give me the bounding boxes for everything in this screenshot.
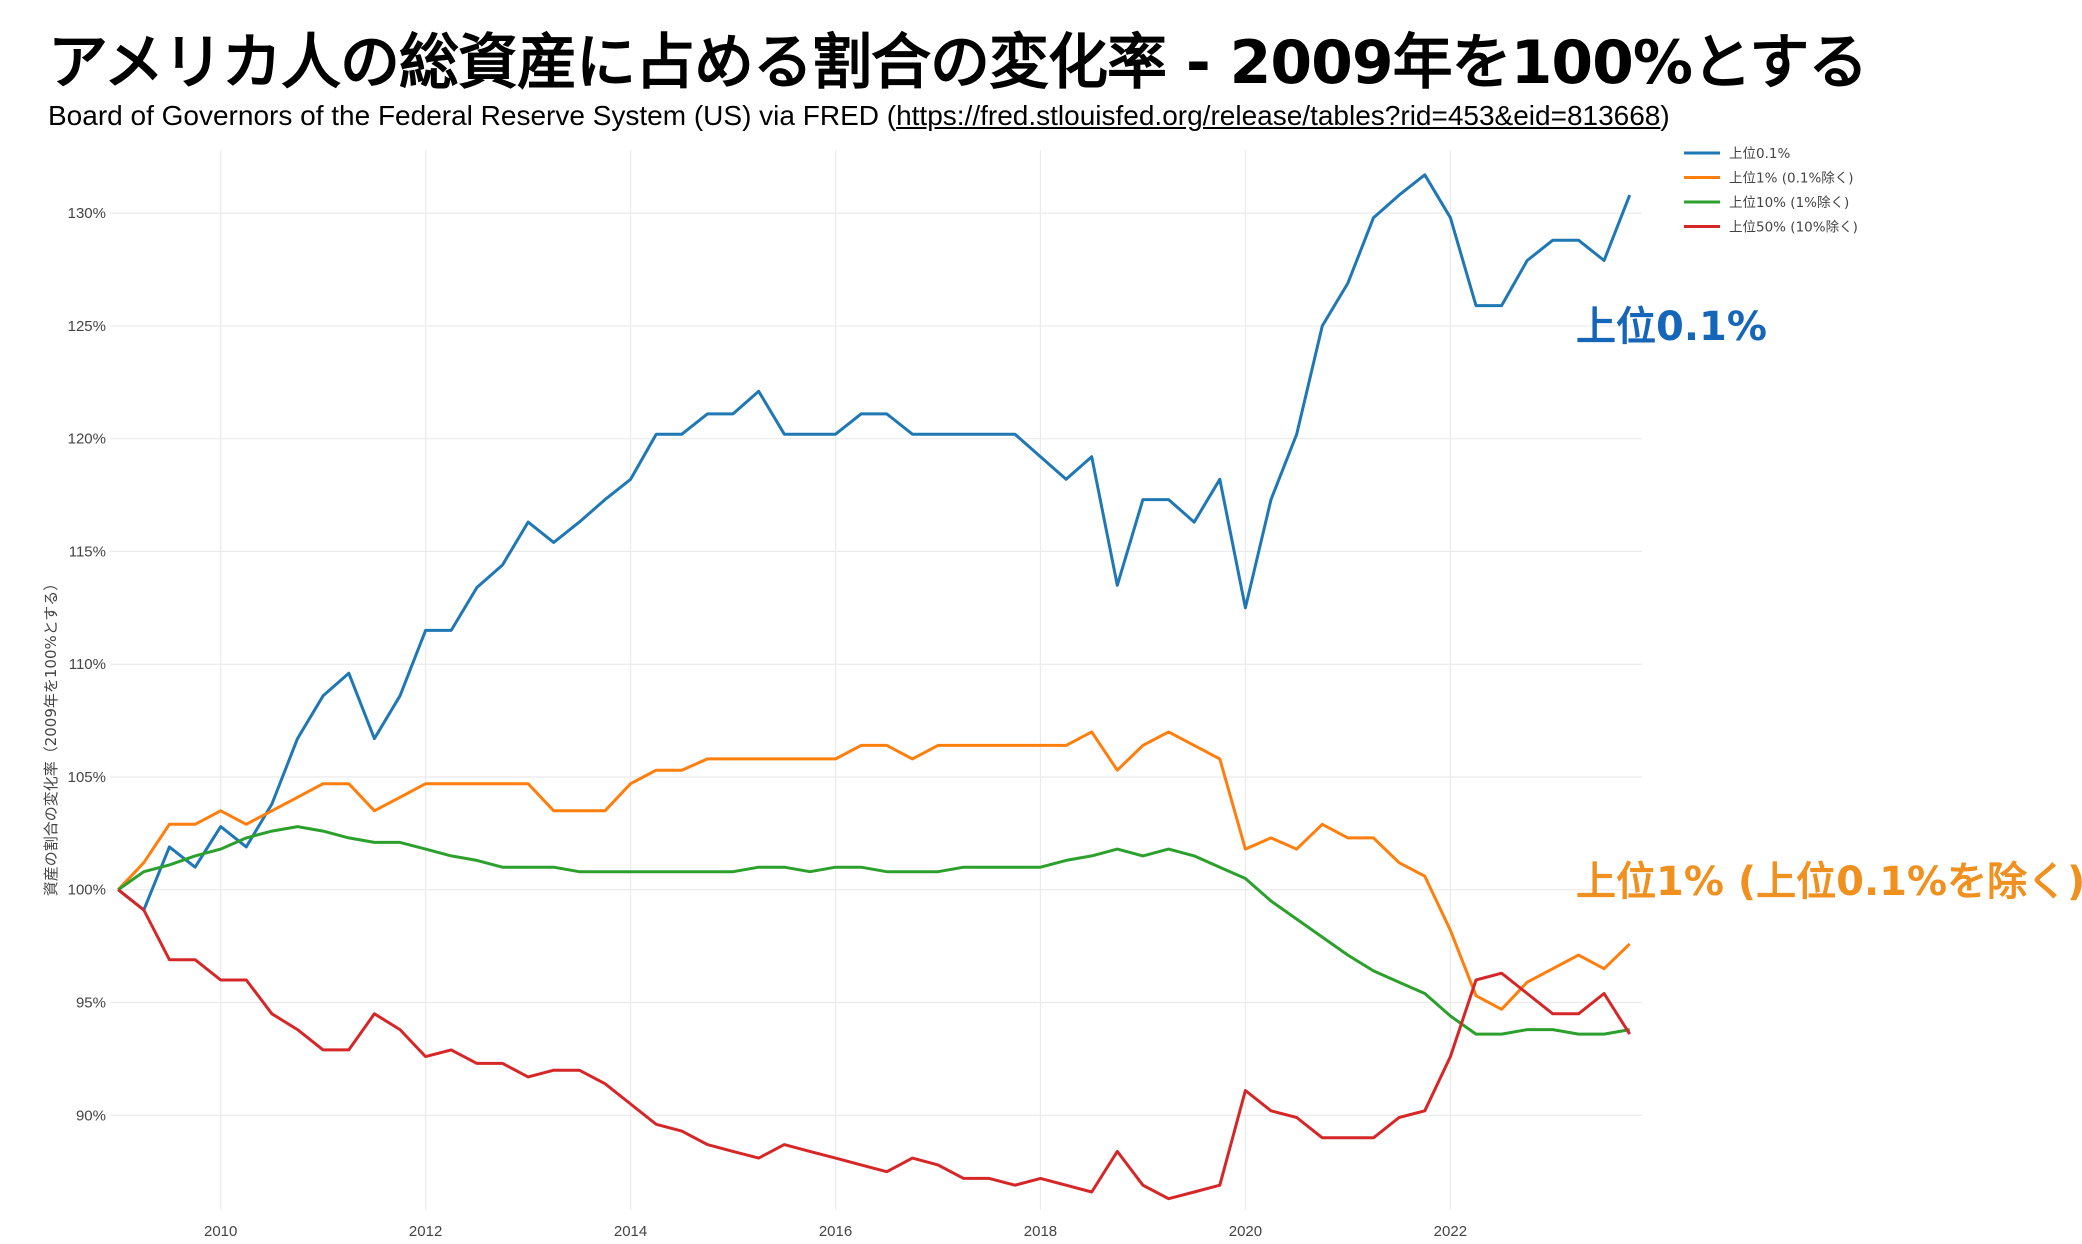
y-tick-label: 100% <box>68 882 106 899</box>
x-tick-label: 2016 <box>819 1223 852 1240</box>
x-tick-label: 2014 <box>614 1223 647 1240</box>
legend-label: 上位0.1% <box>1729 146 1790 162</box>
y-tick-label: 90% <box>76 1107 106 1124</box>
legend-label: 上位1% (0.1%除く) <box>1729 171 1854 187</box>
series-line-top01 <box>117 173 1632 912</box>
legend-item-top1[interactable]: 上位1% (0.1%除く) <box>1684 171 1854 187</box>
x-tick-label: 2018 <box>1024 1223 1057 1240</box>
x-tick-label: 2022 <box>1434 1223 1467 1240</box>
x-tick-label: 2010 <box>204 1223 237 1240</box>
legend-item-top50[interactable]: 上位50% (10%除く) <box>1684 220 1858 236</box>
series-lines <box>117 173 1632 1201</box>
x-tick-label: 2012 <box>409 1223 442 1240</box>
annotation-top01: 上位0.1% <box>1576 304 1767 350</box>
y-tick-label: 130% <box>68 205 106 222</box>
y-tick-label: 110% <box>69 656 106 673</box>
subtitle-prefix: Board of Governors of the Federal Reserv… <box>48 100 897 131</box>
legend-label: 上位10% (1%除く) <box>1729 195 1849 211</box>
chart-subtitle: Board of Governors of the Federal Reserv… <box>48 100 1670 132</box>
legend[interactable]: 上位0.1% 上位1% (0.1%除く) 上位10% (1%除く) 上位50% (10… <box>1684 146 1858 236</box>
y-tick-label: 120% <box>68 431 106 448</box>
subtitle-suffix: ) <box>1660 100 1670 131</box>
legend-label: 上位50% (10%除く) <box>1729 220 1858 236</box>
legend-item-top10[interactable]: 上位10% (1%除く) <box>1684 195 1849 211</box>
y-tick-label: 125% <box>68 318 106 335</box>
series-line-top50 <box>117 888 1631 1201</box>
x-tick-label: 2020 <box>1229 1223 1262 1240</box>
y-axis-label: 資産の割合の変化率（2009年を100%とする） <box>42 576 60 897</box>
y-axis-ticks: 90% 95% 100% 105% 110% 115% 120% 125% 130% <box>68 205 106 1124</box>
series-line-top10 <box>117 825 1630 1036</box>
annotation-top1: 上位1% (上位0.1%を除く) <box>1576 859 2082 905</box>
y-tick-label: 105% <box>68 769 106 786</box>
x-axis-ticks: 2010 2012 2014 2016 2018 2020 2022 <box>204 1223 1467 1240</box>
y-tick-label: 115% <box>69 543 106 560</box>
chart-title: アメリカ人の総資産に占める割合の変化率 - 2009年を100%とする <box>48 28 1868 98</box>
grid-lines <box>110 150 1642 1210</box>
source-link[interactable]: https://fred.stlouisfed.org/release/tabl… <box>896 100 1661 131</box>
legend-item-top01[interactable]: 上位0.1% <box>1684 146 1790 162</box>
series-line-top1 <box>117 730 1631 1011</box>
y-tick-label: 95% <box>76 995 106 1012</box>
